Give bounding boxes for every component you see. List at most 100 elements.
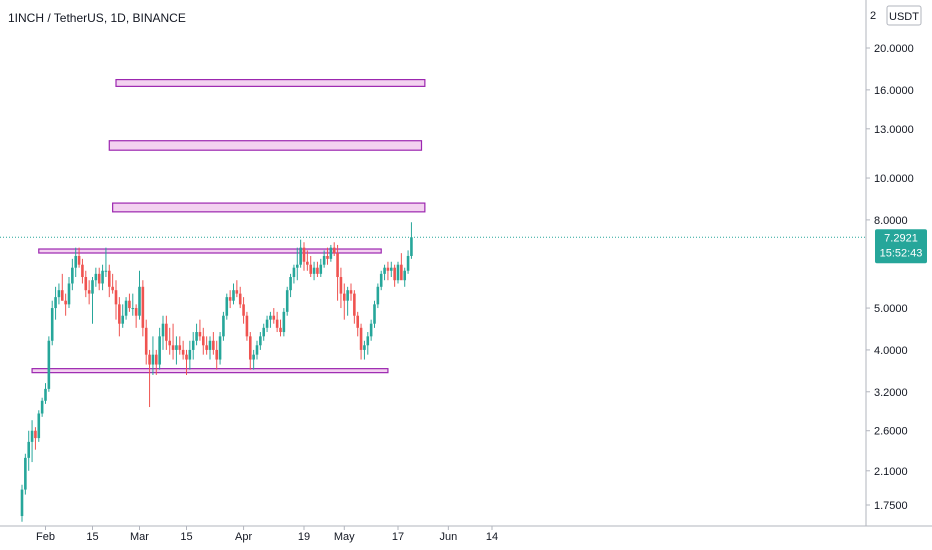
candle-2021-04-25 bbox=[322, 250, 326, 268]
candle-2021-02-11 bbox=[77, 247, 81, 268]
price-tick-5: 5.0000 bbox=[874, 303, 908, 315]
candle-2021-04-19 bbox=[302, 242, 306, 271]
time-tick-5: 19 bbox=[298, 531, 310, 543]
candle-2021-03-21 bbox=[205, 336, 208, 355]
zone-rect-3[interactable] bbox=[38, 248, 382, 254]
candle-2021-03-24 bbox=[215, 340, 219, 370]
candle-2021-02-14 bbox=[87, 280, 91, 305]
candle-2021-03-18 bbox=[195, 323, 198, 346]
candle-2021-04-12 bbox=[279, 319, 282, 337]
last-price-value: 7.2921 bbox=[884, 232, 918, 244]
zone-rect-4[interactable] bbox=[31, 368, 389, 374]
zone-layer bbox=[31, 78, 426, 374]
candle-2021-04-01 bbox=[242, 297, 245, 324]
time-tick-3: 15 bbox=[180, 531, 192, 543]
candle-2021-02-18 bbox=[101, 264, 104, 291]
candle-2021-04-08 bbox=[265, 315, 269, 333]
candle-2021-02-21 bbox=[111, 273, 114, 294]
candle-2021-03-23 bbox=[212, 332, 215, 355]
candle-2021-05-15 bbox=[389, 261, 393, 278]
time-tick-8: Jun bbox=[439, 531, 457, 543]
candle-2021-04-22 bbox=[312, 261, 316, 281]
candle-2021-03-01 bbox=[138, 270, 141, 320]
candle-2021-03-16 bbox=[188, 340, 192, 370]
candle-2021-04-30 bbox=[339, 267, 343, 309]
candle-2021-03-26 bbox=[222, 311, 225, 341]
candle-2021-03-29 bbox=[232, 283, 235, 305]
candle-2021-02-25 bbox=[124, 297, 128, 320]
candle-2021-03-04 bbox=[148, 349, 151, 408]
candle-2021-03-19 bbox=[198, 319, 202, 341]
candle-2021-04-10 bbox=[272, 308, 276, 324]
candle-2021-05-10 bbox=[373, 300, 376, 328]
candle-2021-05-04 bbox=[353, 290, 356, 324]
currency-label: USDT bbox=[889, 11, 919, 23]
candle-2021-01-26 bbox=[24, 453, 27, 495]
price-tick-3: 10.0000 bbox=[874, 173, 914, 185]
candle-2021-03-06 bbox=[154, 349, 158, 375]
time-tick-7: 17 bbox=[392, 531, 404, 543]
candle-2021-02-06 bbox=[60, 273, 64, 301]
zone-rect-2[interactable] bbox=[112, 202, 426, 213]
candle-2021-04-27 bbox=[329, 244, 333, 262]
currency-button[interactable] bbox=[886, 5, 922, 26]
candle-2021-01-28 bbox=[30, 420, 34, 463]
candle-2021-03-31 bbox=[238, 286, 242, 309]
price-tick-6: 4.0000 bbox=[874, 345, 908, 357]
candle-2021-03-30 bbox=[235, 280, 239, 298]
zone-rect-0[interactable] bbox=[115, 78, 426, 87]
candle-2021-05-06 bbox=[359, 323, 363, 360]
candle-2021-01-30 bbox=[37, 410, 41, 442]
candle-2021-01-25 bbox=[20, 484, 24, 522]
candle-2021-03-12 bbox=[175, 336, 178, 365]
candle-2021-05-21 bbox=[410, 222, 413, 259]
candle-2021-02-03 bbox=[50, 300, 54, 346]
candle-2021-04-11 bbox=[275, 311, 279, 333]
bar-countdown: 15:52:43 bbox=[880, 247, 923, 259]
candle-2021-03-25 bbox=[218, 332, 222, 365]
price-tick-10: 1.7500 bbox=[874, 500, 908, 512]
candle-2021-04-18 bbox=[299, 239, 302, 268]
candle-2021-04-24 bbox=[319, 258, 323, 278]
time-tick-1: 15 bbox=[86, 531, 98, 543]
candle-2021-05-13 bbox=[383, 264, 386, 281]
candle-2021-04-15 bbox=[289, 273, 292, 298]
candle-2021-04-02 bbox=[245, 311, 249, 341]
chart-title: 1INCH / TetherUS, 1D, BINANCE bbox=[8, 11, 186, 25]
candle-2021-03-14 bbox=[181, 340, 185, 360]
candle-2021-03-17 bbox=[191, 332, 195, 360]
time-tick-4: Apr bbox=[235, 531, 252, 543]
candle-2021-04-26 bbox=[326, 247, 329, 265]
candle-2021-03-09 bbox=[165, 315, 168, 350]
candle-2021-05-12 bbox=[379, 270, 383, 291]
candle-2021-03-27 bbox=[225, 293, 229, 320]
price-tick-top-partial: 2 bbox=[870, 10, 876, 22]
price-tick-1: 16.0000 bbox=[874, 85, 914, 97]
candle-2021-02-28 bbox=[134, 304, 138, 328]
candle-2021-05-18 bbox=[400, 253, 403, 281]
candle-2021-03-13 bbox=[178, 336, 182, 355]
candle-2021-04-14 bbox=[285, 286, 289, 316]
time-axis: Feb 15 Mar 15 Apr 19 May 17 Jun 14 bbox=[36, 526, 498, 543]
candle-2021-05-02 bbox=[346, 286, 349, 316]
candle-2021-04-09 bbox=[269, 311, 272, 328]
candle-2021-05-14 bbox=[386, 261, 390, 281]
candle-2021-02-07 bbox=[64, 293, 67, 316]
candle-2021-04-13 bbox=[282, 308, 286, 337]
candle-2021-01-27 bbox=[27, 430, 31, 471]
candle-2021-02-02 bbox=[47, 336, 51, 392]
price-axis: 20.0000 16.0000 13.0000 10.0000 8.0000 5.0000… bbox=[866, 43, 914, 512]
candle-2021-03-28 bbox=[228, 290, 232, 309]
candle-2021-01-31 bbox=[40, 397, 44, 417]
candle-2021-03-02 bbox=[141, 280, 145, 337]
candle-2021-02-08 bbox=[67, 277, 71, 309]
candle-2021-02-10 bbox=[74, 247, 78, 278]
candle-2021-02-09 bbox=[71, 258, 74, 291]
candle-2021-05-16 bbox=[393, 264, 396, 287]
zone-rect-1[interactable] bbox=[108, 140, 423, 151]
candle-layer bbox=[20, 222, 413, 522]
candle-2021-04-21 bbox=[309, 255, 313, 278]
candle-2021-02-23 bbox=[118, 297, 121, 337]
candle-2021-05-11 bbox=[376, 283, 380, 309]
